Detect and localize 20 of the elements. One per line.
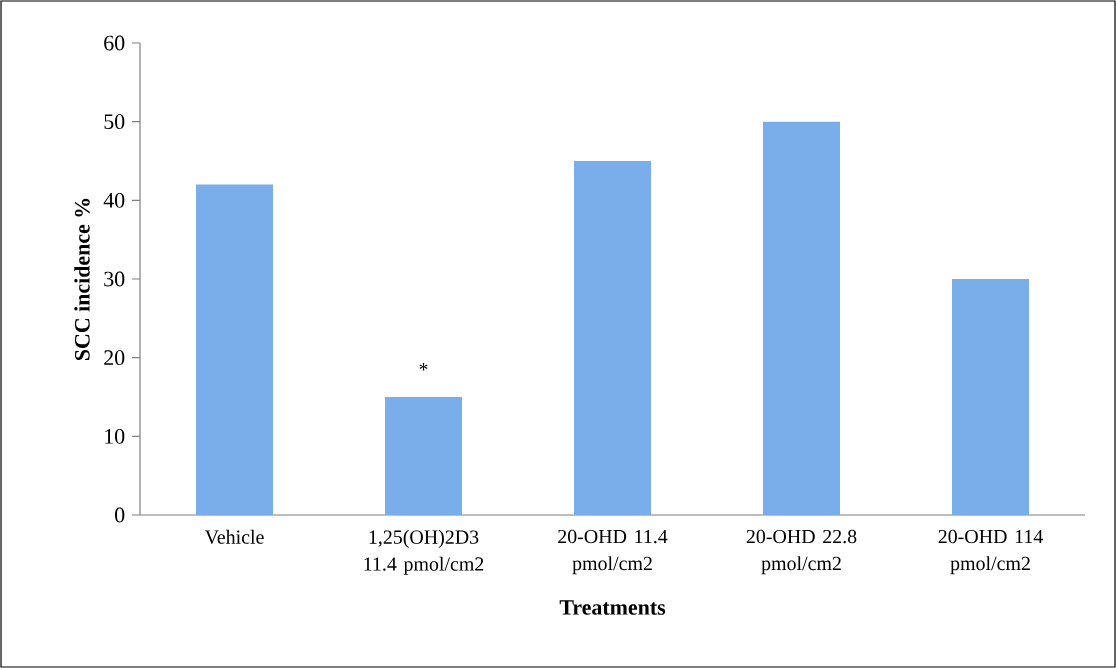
y-axis-title: SCC incidence % — [74, 198, 90, 361]
y-tick-label: 0 — [115, 507, 125, 523]
y-tick-label: 30 — [104, 271, 125, 287]
bar — [763, 121, 841, 515]
x-tick-label: 20-OHD 22.8 pmol/cm2 — [746, 529, 857, 575]
y-tick-label: 50 — [104, 114, 125, 130]
bar — [952, 278, 1030, 515]
x-tick-label: 1,25(OH)2D3 11.4 pmol/cm2 — [364, 529, 484, 575]
y-tick-label: 40 — [103, 192, 125, 208]
x-tick-label: Vehicle — [204, 529, 264, 544]
bar — [574, 160, 652, 515]
x-tick-label: 20-OHD 114 pmol/cm2 — [938, 529, 1043, 575]
y-tick-label: 60 — [104, 35, 125, 51]
bar — [196, 184, 274, 515]
x-tick-label: 20-OHD 11.4 pmol/cm2 — [558, 529, 668, 575]
annotation: * — [419, 363, 428, 371]
x-axis-title: Treatments — [559, 600, 666, 615]
y-tick-label: 10 — [105, 428, 125, 444]
bar — [385, 396, 463, 515]
y-tick-label: 20 — [104, 350, 125, 366]
